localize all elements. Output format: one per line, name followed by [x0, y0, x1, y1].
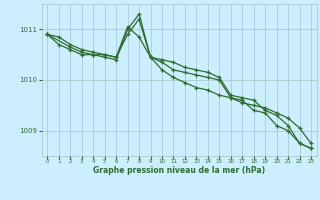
X-axis label: Graphe pression niveau de la mer (hPa): Graphe pression niveau de la mer (hPa)	[93, 166, 265, 175]
